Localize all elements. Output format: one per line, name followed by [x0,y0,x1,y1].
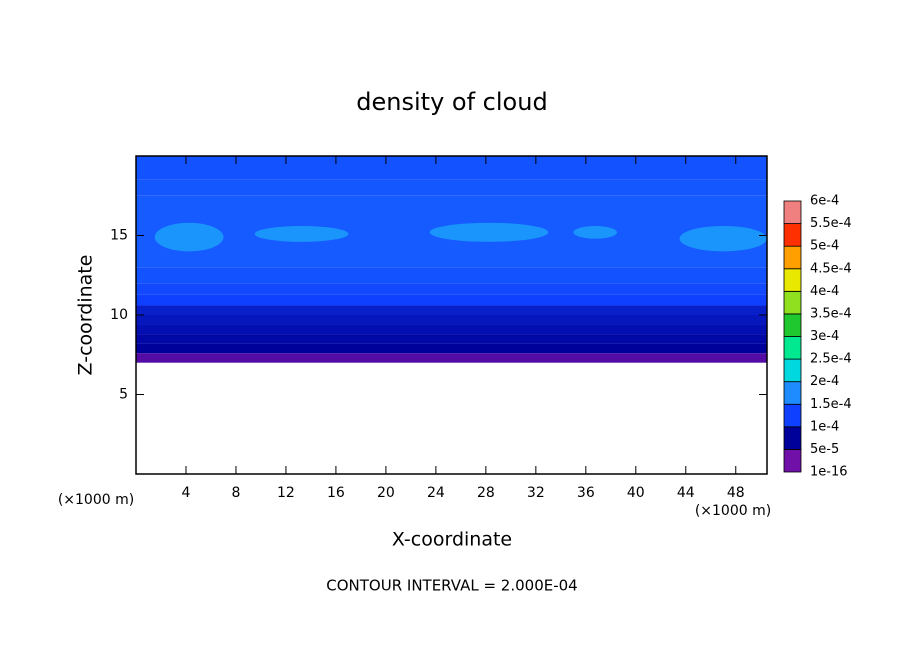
colorbar-label: 3e-4 [810,329,839,344]
contour-band [136,315,767,325]
contour-patch [254,225,349,242]
colorbar-box [783,313,802,337]
x-tick-label: 32 [527,485,545,501]
x-tick-label: 48 [727,485,745,501]
x-tick-label: 36 [577,485,595,501]
colorbar-label: 5e-4 [810,239,839,254]
contour-patch [154,222,224,252]
contour-note: CONTOUR INTERVAL = 2.000E-04 [326,577,577,595]
x-tick-label: 44 [677,485,695,501]
contour-patch [679,225,767,252]
contour-band [136,353,767,363]
x-unit: (×1000 m) [695,503,771,519]
colorbar-label: 4.5e-4 [810,261,852,276]
y-tick-label: 5 [119,387,128,403]
colorbar-box [783,336,802,360]
contour-band [136,294,767,306]
colorbar-label: 5.5e-4 [810,216,852,231]
x-tick-label: 40 [627,485,645,501]
colorbar-box [783,290,802,315]
colorbar-box [783,426,802,450]
colorbar-label: 1e-4 [810,419,839,434]
colorbar-label: 2e-4 [810,374,839,389]
x-tick-label: 24 [427,485,445,501]
colorbar-box [783,449,802,473]
chart-title: density of cloud [356,88,547,116]
x-tick-label: 12 [277,485,295,501]
x-tick-label: 8 [231,485,240,501]
colorbar-box [783,223,802,247]
contour-band [136,305,767,315]
contour-band [136,267,767,284]
colorbar-label: 3.5e-4 [810,306,852,321]
colorbar-label: 4e-4 [810,284,839,299]
contour-band [136,283,767,295]
contour-band [136,324,767,335]
contour-band [136,156,767,180]
contour-band [136,334,767,344]
x-axis-label: X-coordinate [392,529,512,551]
x-tick-label: 4 [182,485,191,501]
colorbar-box [783,403,802,428]
y-tick-label: 15 [110,228,128,244]
colorbar-box [783,358,802,383]
contour-patch [429,222,549,242]
y-axis-label: Z-coordinate [75,255,97,376]
x-tick-label: 16 [327,485,345,501]
x-unit: (×1000 m) [58,492,134,508]
colorbar-box [783,268,802,292]
colorbar-label: 1e-16 [810,465,848,480]
x-tick-label: 28 [477,485,495,501]
colorbar-box [783,245,802,270]
colorbar-box [783,381,802,405]
y-tick-label: 10 [110,307,128,323]
contour-band [136,343,767,354]
colorbar-label: 5e-5 [810,442,839,457]
colorbar-label: 6e-4 [810,194,839,209]
x-tick-label: 20 [377,485,395,501]
contour-band [136,179,767,196]
contour-patch [573,225,618,239]
colorbar-box [783,200,802,224]
colorbar-label: 1.5e-4 [810,397,852,412]
colorbar-label: 2.5e-4 [810,352,852,367]
